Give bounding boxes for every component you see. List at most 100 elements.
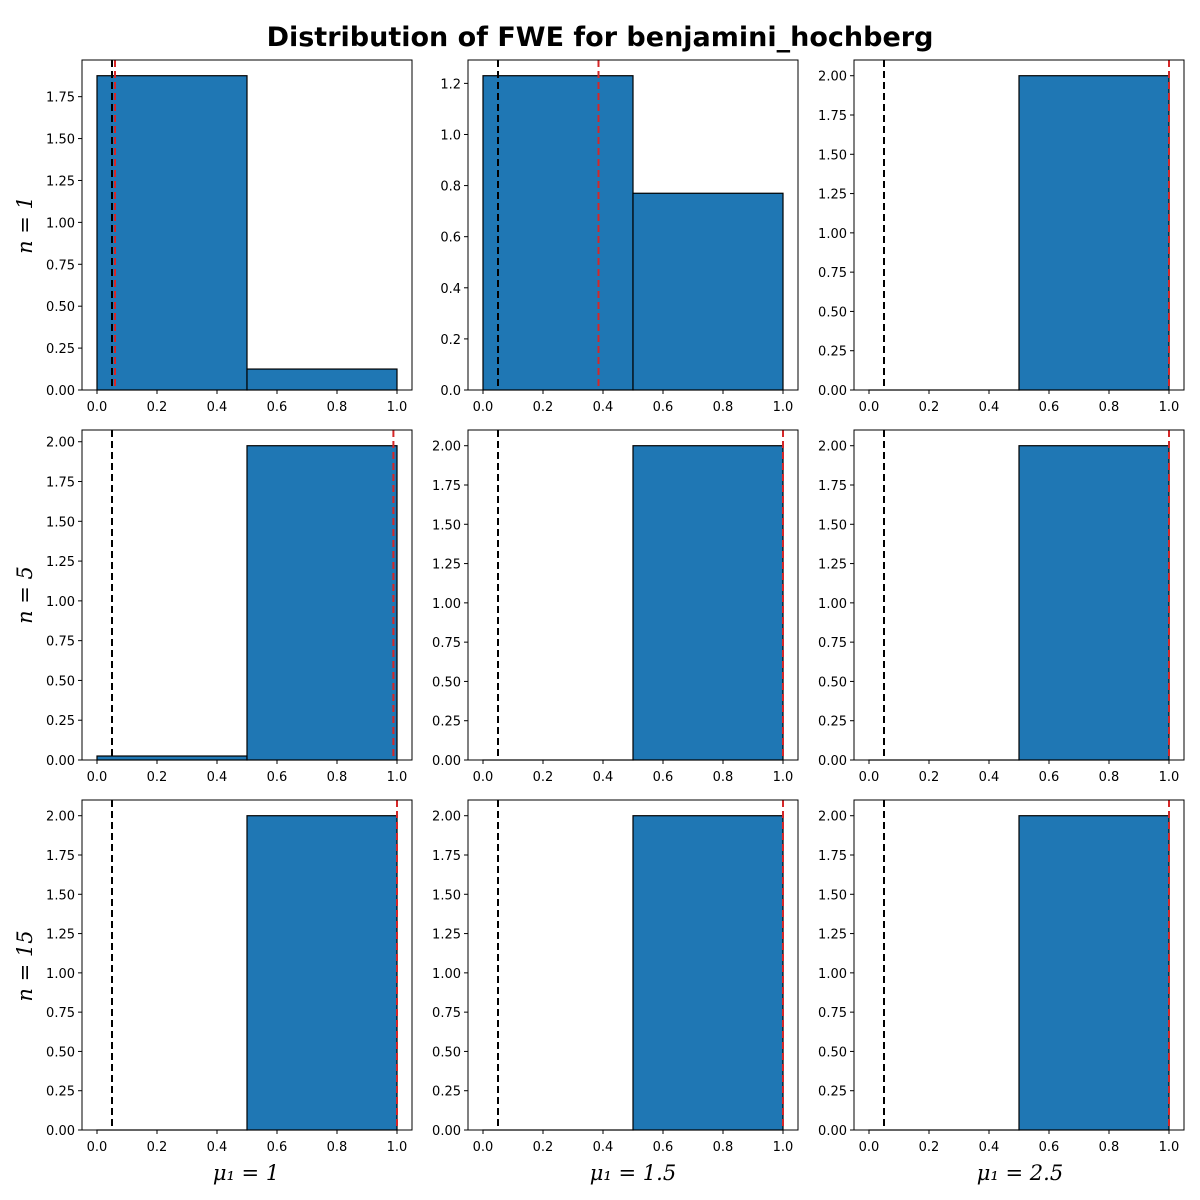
col-label-mu1-2.5: μ₁ = 2.5 — [977, 1161, 1063, 1185]
y-tick-label: 1.00 — [818, 967, 847, 982]
panel-r2c0: 0.0 0.2 0.4 0.6 0.8 1.0 0.00 0.25 0.50 0.75 1.00 1.… — [46, 799, 413, 1155]
y-tick-label: 1.25 — [46, 174, 75, 189]
x-tick-label: 0.4 — [979, 400, 1000, 415]
x-tick-label: 0.6 — [267, 1140, 288, 1155]
y-tick-label: 1.50 — [432, 888, 461, 903]
x-tick-label: 0.8 — [713, 400, 734, 415]
y-tick-label: 1.00 — [432, 597, 461, 612]
y-tick-label: 0.50 — [46, 300, 75, 315]
y-tick-label: 1.75 — [46, 849, 75, 864]
x-tick-label: 0.0 — [87, 770, 108, 785]
y-tick-label: 1.50 — [432, 518, 461, 533]
x-tick-label: 0.0 — [473, 400, 494, 415]
y-tick-label: 0.25 — [46, 342, 75, 357]
histogram-bar — [632, 192, 784, 391]
row-label-n15: n = 15 — [13, 930, 37, 1001]
y-tick-label: 1.00 — [818, 597, 847, 612]
y-tick-label: 1.25 — [818, 928, 847, 943]
y-tick-label: 1.50 — [818, 148, 847, 163]
axes-frame — [81, 59, 413, 391]
x-tick-label: 0.8 — [1099, 770, 1120, 785]
y-tick-label: 0.75 — [818, 266, 847, 281]
axes-frame — [81, 429, 413, 761]
x-tick-label: 1.0 — [387, 400, 408, 415]
y-tick-label: 0.00 — [432, 1124, 461, 1139]
panel-r1c1: 0.0 0.2 0.4 0.6 0.8 1.0 0.00 0.25 0.50 0.75 1.00 1.… — [432, 429, 799, 785]
y-tick-label: 1.50 — [46, 515, 75, 530]
panel-r0c0: 0.0 0.2 0.4 0.6 0.8 1.0 0.00 0.25 0.50 0.75 1.00 1.… — [46, 59, 413, 415]
x-tick-label: 0.8 — [713, 1140, 734, 1155]
y-tick-label: 1.00 — [46, 595, 75, 610]
y-tick-label: 0.75 — [432, 1006, 461, 1021]
y-tick-label: 0.75 — [46, 258, 75, 273]
y-tick-label: 0.25 — [432, 1085, 461, 1100]
histogram-bar — [632, 445, 784, 761]
y-tick-label: 0.75 — [46, 635, 75, 650]
y-tick-label: 1.75 — [818, 479, 847, 494]
y-tick-label: 0.75 — [818, 1006, 847, 1021]
y-tick-label: 0.25 — [818, 345, 847, 360]
y-tick-label: 0.75 — [432, 636, 461, 651]
y-tick-label: 0.75 — [46, 1006, 75, 1021]
x-tick-label: 0.6 — [1039, 400, 1060, 415]
x-tick-label: 1.0 — [387, 770, 408, 785]
y-tick-label: 0.00 — [818, 1124, 847, 1139]
y-tick-label: 1.00 — [432, 967, 461, 982]
y-tick-label: 0.50 — [46, 1045, 75, 1060]
x-tick-label: 0.4 — [593, 400, 614, 415]
axes-frame — [853, 429, 1185, 761]
axes-frame — [467, 799, 799, 1131]
y-tick-label: 1.75 — [818, 109, 847, 124]
x-tick-label: 1.0 — [387, 1140, 408, 1155]
axes-frame — [853, 799, 1185, 1131]
x-tick-label: 0.2 — [919, 1140, 940, 1155]
x-tick-label: 0.2 — [533, 1140, 554, 1155]
x-tick-label: 0.4 — [207, 400, 228, 415]
x-tick-label: 0.2 — [919, 770, 940, 785]
x-tick-label: 0.4 — [979, 1140, 1000, 1155]
histogram-bar — [482, 75, 634, 391]
y-tick-label: 0.00 — [818, 754, 847, 769]
x-tick-label: 0.0 — [87, 1140, 108, 1155]
histogram-bar — [632, 815, 784, 1131]
y-tick-label: 0.25 — [818, 715, 847, 730]
y-tick-label: 1.25 — [818, 558, 847, 573]
x-tick-label: 0.6 — [653, 400, 674, 415]
y-tick-label: 1.00 — [818, 227, 847, 242]
histogram-bar — [96, 75, 248, 391]
histogram-bar — [1018, 815, 1170, 1131]
y-tick-label: 0.2 — [440, 333, 461, 348]
x-tick-label: 0.4 — [207, 1140, 228, 1155]
x-tick-label: 0.0 — [473, 1140, 494, 1155]
y-tick-label: 0.00 — [46, 384, 75, 399]
axes-frame — [467, 59, 799, 391]
x-tick-label: 0.4 — [593, 1140, 614, 1155]
y-tick-label: 0.50 — [818, 675, 847, 690]
axes-frame — [853, 59, 1185, 391]
x-tick-label: 1.0 — [1159, 1140, 1180, 1155]
y-tick-label: 0.25 — [46, 714, 75, 729]
y-tick-label: 0.25 — [432, 715, 461, 730]
x-tick-label: 0.2 — [533, 400, 554, 415]
x-tick-label: 0.8 — [327, 770, 348, 785]
histogram-bar — [1018, 445, 1170, 761]
x-tick-label: 1.0 — [773, 1140, 794, 1155]
y-tick-label: 1.00 — [46, 216, 75, 231]
histogram-bar — [246, 368, 398, 391]
y-tick-label: 0.50 — [432, 1045, 461, 1060]
x-tick-label: 0.2 — [147, 770, 168, 785]
y-tick-label: 1.75 — [818, 849, 847, 864]
col-label-mu1-1: μ₁ = 1 — [213, 1161, 279, 1185]
x-tick-label: 0.6 — [267, 770, 288, 785]
y-tick-label: 1.25 — [46, 555, 75, 570]
y-tick-label: 1.25 — [818, 188, 847, 203]
x-tick-label: 0.8 — [1099, 400, 1120, 415]
panel-r2c2: 0.0 0.2 0.4 0.6 0.8 1.0 0.00 0.25 0.50 0.75 1.00 1.… — [818, 799, 1185, 1155]
y-tick-label: 1.25 — [432, 558, 461, 573]
subplot-panels: 0.0 0.2 0.4 0.6 0.8 1.0 0.00 0.25 0.50 0.75 1.00 1.… — [46, 59, 1185, 1155]
histogram-bar — [246, 445, 398, 761]
row-label-n1: n = 1 — [13, 196, 37, 254]
panel-r2c1: 0.0 0.2 0.4 0.6 0.8 1.0 0.00 0.25 0.50 0.75 1.00 1.… — [432, 799, 799, 1155]
y-tick-label: 0.00 — [818, 384, 847, 399]
